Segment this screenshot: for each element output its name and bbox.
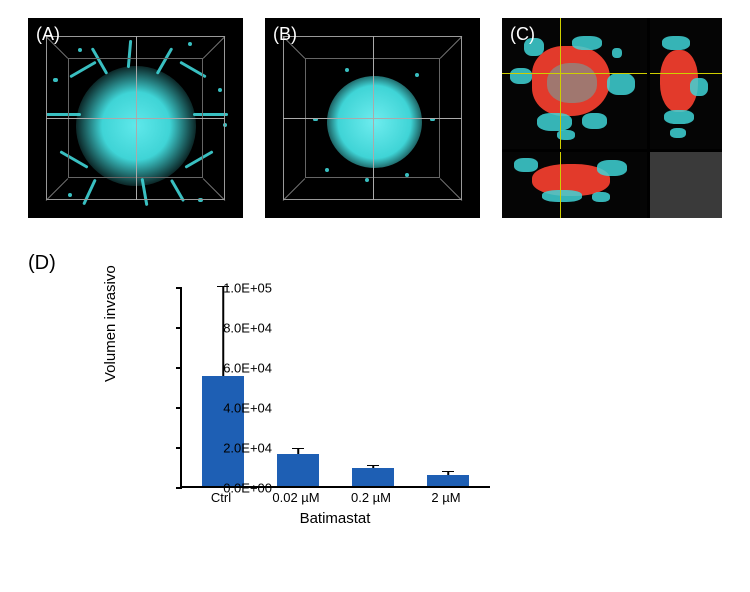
panel-c-yz xyxy=(650,18,722,149)
ytick-1: 2.0E+04 xyxy=(192,441,272,456)
chart-xlabel: Batimastat xyxy=(180,510,490,527)
panel-d-section: (D) Volumen invasivo xyxy=(28,252,56,275)
bar-002 xyxy=(277,454,319,486)
chart-ylabel: Volumen invasivo xyxy=(102,265,119,382)
panel-b-spheroid xyxy=(327,76,422,168)
panel-a-label: (A) xyxy=(36,24,60,45)
panel-b-label: (B) xyxy=(273,24,297,45)
ytick-3: 6.0E+04 xyxy=(192,361,272,376)
panel-c-xz xyxy=(502,152,647,218)
xtick-1: 0.02 µM xyxy=(272,490,319,505)
panel-c: (C) xyxy=(502,18,722,218)
chart-plot-area xyxy=(180,288,490,488)
panel-c-orthoview xyxy=(502,18,722,218)
ytick-4: 8.0E+04 xyxy=(192,321,272,336)
bar-2 xyxy=(427,475,469,486)
xtick-3: 2 µM xyxy=(431,490,460,505)
xtick-2: 0.2 µM xyxy=(351,490,391,505)
panel-c-label: (C) xyxy=(510,24,535,45)
image-panels-row: (A) (B) xyxy=(0,0,750,218)
ytick-5: 1.0E+05 xyxy=(192,281,272,296)
xtick-0: Ctrl xyxy=(211,490,231,505)
panel-a-spheroid xyxy=(76,66,196,186)
bar-ctrl xyxy=(202,376,244,486)
panel-a: (A) xyxy=(28,18,243,218)
ytick-2: 4.0E+04 xyxy=(192,401,272,416)
bar-chart: Volumen invasivo xyxy=(112,282,522,532)
bar-02 xyxy=(352,468,394,486)
ytick-0: 0.0E+00 xyxy=(192,481,272,496)
panel-d-label: (D) xyxy=(28,252,56,275)
panel-b: (B) xyxy=(265,18,480,218)
panel-c-blank xyxy=(650,152,722,218)
